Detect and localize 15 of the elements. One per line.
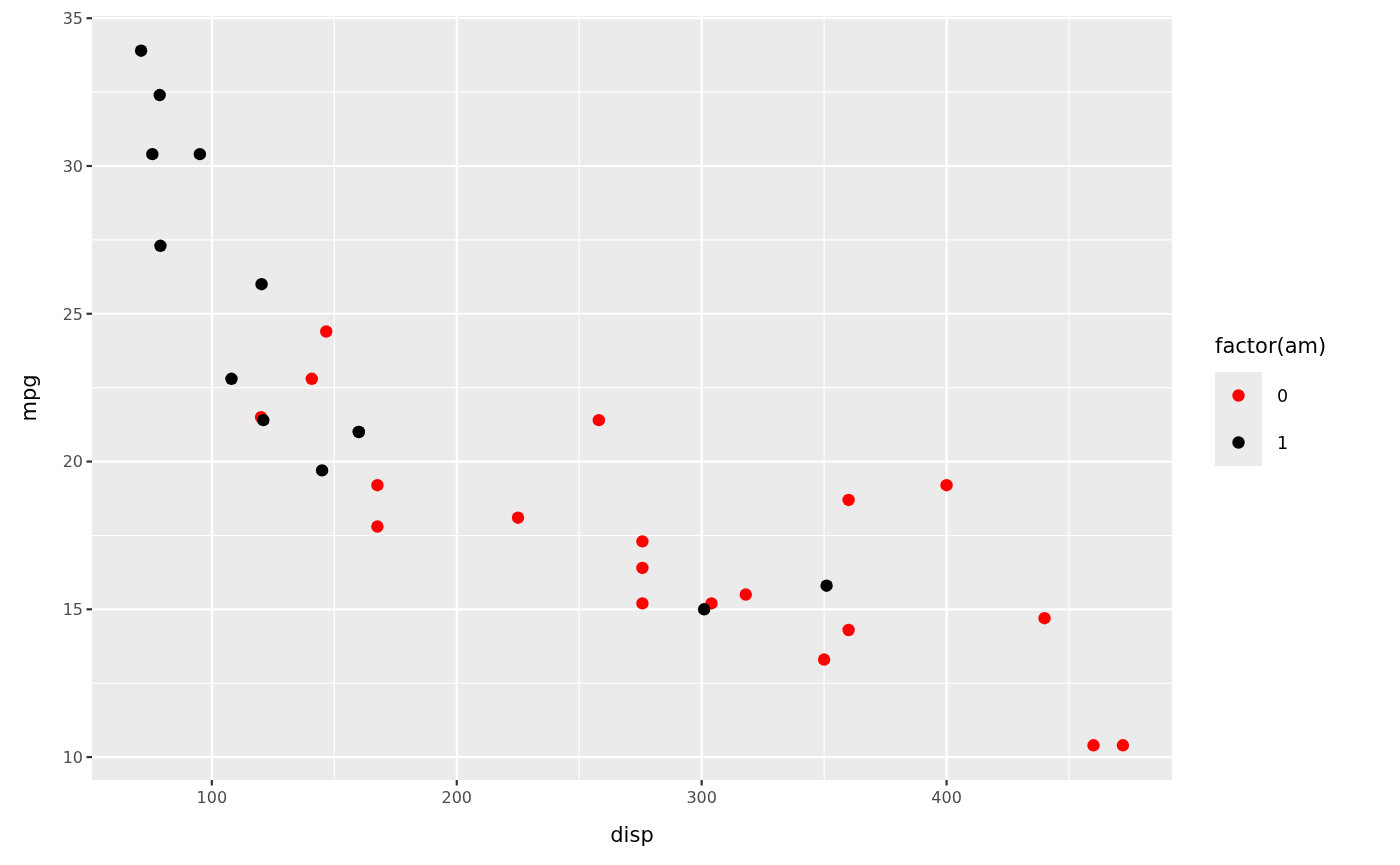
legend-label: 1 [1277, 432, 1289, 453]
legend-title: factor(am) [1215, 334, 1327, 358]
y-tick-label: 35 [62, 8, 83, 28]
y-tick-label: 20 [62, 452, 83, 472]
x-tick-label: 100 [196, 788, 228, 807]
y-tick-label: 25 [62, 304, 83, 324]
y-axis-title: mpg [17, 374, 41, 422]
x-tick-label: 200 [441, 788, 473, 807]
x-tick-label: 300 [686, 788, 717, 807]
legend-label: 0 [1277, 385, 1289, 406]
x-axis-title: disp [610, 823, 654, 847]
x-tick-label: 400 [931, 788, 962, 807]
y-tick-label: 30 [62, 156, 83, 176]
y-tick-label: 15 [62, 600, 83, 620]
y-tick-label: 10 [62, 747, 83, 767]
